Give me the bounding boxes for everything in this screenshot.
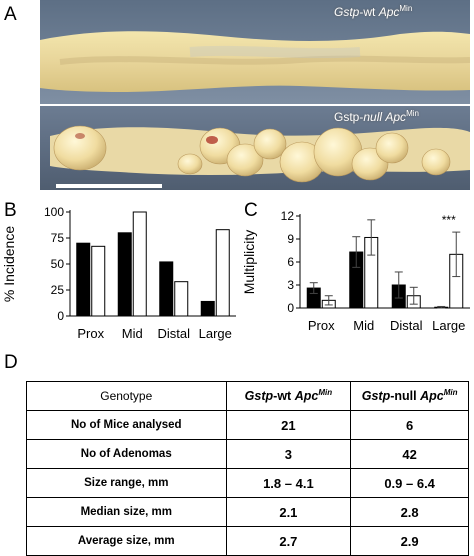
summary-table: Genotype Gstp-wt ApcMin Gstp-null ApcMin…	[26, 381, 469, 556]
bar	[215, 229, 230, 317]
x-tick-label: Mid	[122, 326, 143, 341]
table-row: Median size, mm 2.1 2.8	[26, 497, 469, 527]
null-header: Gstp-null ApcMin	[350, 381, 469, 411]
x-tick-label: Prox	[77, 326, 104, 341]
scale-bar	[56, 184, 162, 188]
y-tick-label: 0	[57, 309, 64, 323]
x-tick-label: Distal	[157, 326, 190, 341]
bar	[174, 281, 189, 317]
bar	[117, 232, 132, 317]
y-tick-label: 0	[287, 301, 294, 315]
null-intestine-photo	[40, 106, 470, 190]
incidence-chart: 0 25 50 75 100 % Incidence Prox Mid Distal Large	[0, 196, 240, 348]
x-tick-label: Large	[199, 326, 232, 341]
x-tick-label: Large	[432, 318, 465, 333]
y-tick-label: 50	[51, 257, 65, 271]
bar	[159, 261, 174, 317]
row-label: Size range, mm	[26, 468, 227, 498]
row-label: No of Adenomas	[26, 439, 227, 469]
x-tick-label: Mid	[353, 318, 374, 333]
bar	[132, 211, 147, 317]
y-tick-label: 75	[51, 231, 65, 245]
y-tick-label: 3	[287, 278, 294, 292]
bar	[91, 245, 106, 317]
y-tick-label: 100	[44, 205, 64, 219]
null-value: 0.9 – 6.4	[350, 468, 469, 498]
incidence-chart-svg: 0 25 50 75 100 % Incidence Prox Mid Distal Large	[1, 205, 236, 341]
row-label: No of Mice analysed	[26, 410, 227, 440]
wildtype-value: 1.8 – 4.1	[225, 468, 352, 498]
wildtype-value: 21	[225, 410, 352, 440]
bar	[76, 242, 91, 317]
null-photo-caption: Gstp-null ApcMin	[334, 109, 419, 124]
bar	[200, 300, 215, 317]
panel-letter-a: A	[4, 4, 17, 25]
panel-letter-c: C	[244, 200, 258, 221]
table-header-row: Genotype Gstp-wt ApcMin Gstp-null ApcMin	[26, 381, 469, 411]
null-value: 6	[350, 410, 469, 440]
table-row: No of Mice analysed 21 6	[26, 410, 469, 440]
y-axis-label: Multiplicity	[241, 230, 257, 295]
x-tick-label: Prox	[308, 318, 335, 333]
y-tick-label: 25	[51, 283, 65, 297]
y-tick-label: 9	[287, 232, 294, 246]
wildtype-header: Gstp-wt ApcMin	[225, 381, 352, 411]
wildtype-photo-caption: Gstp-wt ApcMin	[334, 4, 413, 19]
wildtype-value: 3	[225, 439, 352, 469]
x-tick-label: Distal	[390, 318, 423, 333]
table-row: Size range, mm 1.8 – 4.1 0.9 – 6.4	[26, 468, 469, 498]
null-value: 2.8	[350, 497, 469, 527]
row-label: Median size, mm	[26, 497, 227, 527]
panel-letter-d: D	[4, 352, 18, 373]
multiplicity-chart: 0 3 6 9 12 Multiplicity Prox Mid Distal Large ***	[240, 196, 474, 348]
panel-letter-b: B	[4, 200, 17, 221]
multiplicity-chart-svg: 0 3 6 9 12 Multiplicity Prox Mid Distal Large ***	[241, 209, 470, 333]
table-row: No of Adenomas 3 42	[26, 439, 469, 469]
y-axis-label: % Incidence	[1, 226, 17, 302]
y-tick-label: 12	[281, 209, 295, 223]
null-value: 42	[350, 439, 469, 469]
genotype-header: Genotype	[26, 381, 227, 411]
wildtype-intestine-photo	[40, 0, 470, 104]
y-tick-label: 6	[287, 255, 294, 269]
wildtype-value: 2.1	[225, 497, 352, 527]
significance-annotation: ***	[442, 213, 456, 227]
